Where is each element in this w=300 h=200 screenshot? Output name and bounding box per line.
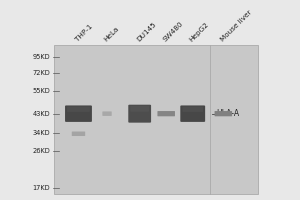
Text: HeLa: HeLa [103, 26, 120, 43]
FancyBboxPatch shape [102, 111, 112, 116]
Text: DU145: DU145 [135, 21, 157, 43]
FancyBboxPatch shape [180, 105, 205, 122]
FancyBboxPatch shape [214, 111, 232, 116]
FancyBboxPatch shape [128, 105, 151, 123]
Text: 95KD: 95KD [33, 54, 50, 60]
Text: 43KD: 43KD [33, 111, 50, 117]
FancyBboxPatch shape [158, 111, 175, 116]
Text: HLA-A: HLA-A [217, 109, 240, 118]
Text: 55KD: 55KD [33, 88, 50, 94]
FancyBboxPatch shape [72, 132, 85, 136]
Text: THP-1: THP-1 [74, 23, 94, 43]
Text: Mouse liver: Mouse liver [219, 9, 253, 43]
Bar [54, 45, 258, 194]
Text: 26KD: 26KD [33, 148, 50, 154]
FancyBboxPatch shape [130, 106, 149, 112]
Text: 34KD: 34KD [33, 130, 50, 136]
Text: 72KD: 72KD [33, 70, 50, 76]
FancyBboxPatch shape [182, 107, 203, 112]
Text: SW480: SW480 [162, 20, 184, 43]
Text: HepG2: HepG2 [188, 21, 210, 43]
Text: 17KD: 17KD [33, 185, 50, 191]
FancyBboxPatch shape [65, 105, 92, 122]
FancyBboxPatch shape [67, 107, 90, 112]
